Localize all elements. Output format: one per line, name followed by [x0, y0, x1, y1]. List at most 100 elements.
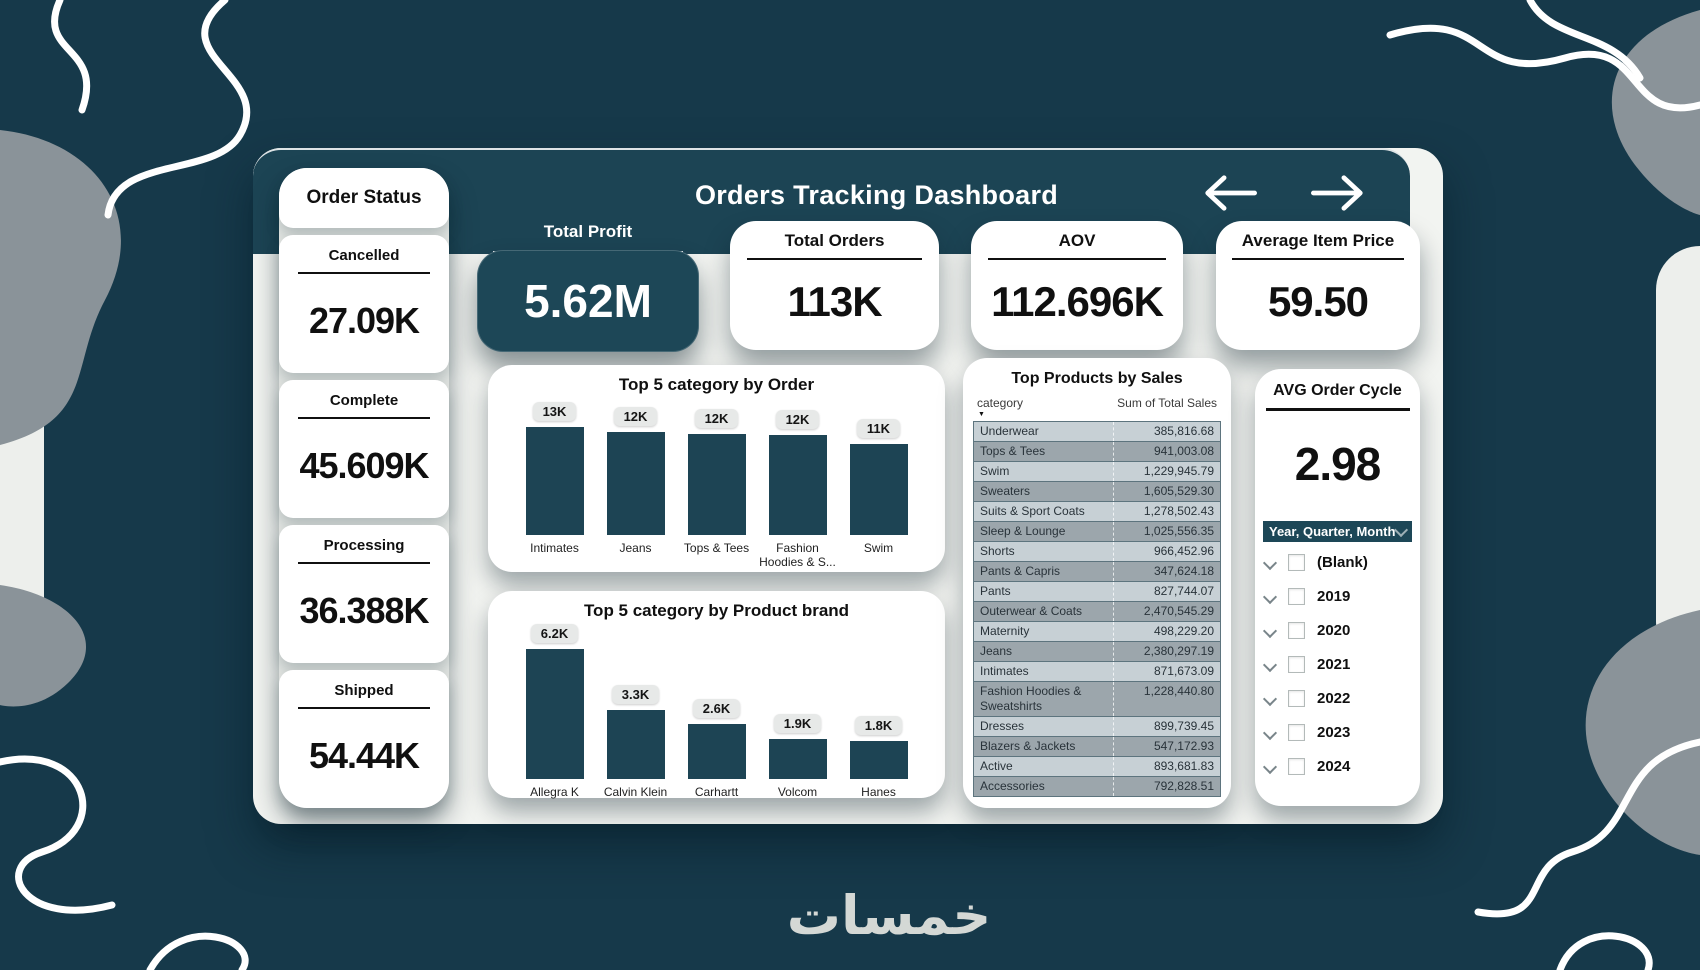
cell-value: 1,025,556.35	[1113, 522, 1220, 541]
status-value: 54.44K	[308, 734, 420, 776]
table-row[interactable]: Shorts 966,452.96	[974, 542, 1220, 562]
table-row[interactable]: Maternity 498,229.20	[974, 622, 1220, 642]
cell-category: Outerwear & Coats	[980, 604, 1083, 618]
cell-value: 1,605,529.30	[1113, 482, 1220, 501]
status-label: Cancelled	[328, 247, 400, 264]
year-item[interactable]: 2022	[1255, 682, 1420, 716]
bar-column[interactable]: 12K Fashion Hoodies & S...	[757, 410, 838, 571]
chart-top5-category-by-product-brand: Top 5 category by Product brand 6.2K Alle…	[488, 591, 945, 799]
bar[interactable]	[768, 739, 827, 779]
sales-table-card: Top Products by Sales category Sum of To…	[963, 358, 1231, 808]
table-row[interactable]: Sweaters 1,605,529.30	[974, 482, 1220, 502]
bar[interactable]	[687, 724, 746, 779]
checkbox[interactable]	[1288, 690, 1305, 707]
chevron-down-icon[interactable]	[1262, 725, 1278, 740]
bar[interactable]	[687, 433, 746, 535]
bar[interactable]	[849, 741, 908, 779]
table-row[interactable]: Tops & Tees 941,003.08	[974, 442, 1220, 462]
cell-category: Tops & Tees	[980, 444, 1046, 458]
column-header-sum-of-total-sales[interactable]: Sum of Total Sales	[1117, 396, 1217, 410]
table-row[interactable]: Jeans 2,380,297.19	[974, 642, 1220, 662]
bar-column[interactable]: 12K Jeans	[595, 407, 676, 571]
year-item[interactable]: 2023	[1255, 716, 1420, 750]
checkbox[interactable]	[1288, 724, 1305, 741]
cell-value: 792,828.51	[1113, 777, 1220, 796]
year-item[interactable]: 2021	[1255, 648, 1420, 682]
checkbox[interactable]	[1288, 758, 1305, 775]
cell-category: Intimates	[980, 664, 1029, 678]
chevron-down-icon[interactable]	[1262, 657, 1278, 672]
underline	[297, 562, 431, 564]
year-item[interactable]: (Blank)	[1255, 546, 1420, 580]
bar-column[interactable]: 13K Intimates	[514, 402, 595, 571]
table-body: Underwear 385,816.68 Tops & Tees 941,003.08…	[973, 421, 1221, 797]
year-item[interactable]: 2024	[1255, 750, 1420, 784]
bar[interactable]	[606, 432, 665, 535]
bar-column[interactable]: 6.2K Allegra K	[514, 624, 595, 799]
status-card-processing[interactable]: Processing 36.388K	[279, 525, 449, 663]
table-row[interactable]: Swim 1,229,945.79	[974, 462, 1220, 482]
chevron-down-icon	[1393, 522, 1409, 537]
table-row[interactable]: Pants & Capris 347,624.18	[974, 562, 1220, 582]
status-label: Processing	[323, 537, 405, 554]
table-row[interactable]: Intimates 871,673.09	[974, 662, 1220, 682]
bar[interactable]	[525, 649, 584, 779]
bar-column[interactable]: 11K Swim	[838, 418, 919, 571]
kpi-label: AOV	[1058, 231, 1096, 250]
year-label: 2024	[1317, 758, 1351, 775]
chart-title: Top 5 category by Order	[618, 375, 815, 394]
bar-column[interactable]: 1.8K Hanes	[838, 716, 919, 799]
table-row[interactable]: Suits & Sport Coats 1,278,502.43	[974, 502, 1220, 522]
page-title: Orders Tracking Dashboard	[694, 180, 1059, 210]
year-item[interactable]: 2020	[1255, 614, 1420, 648]
bar[interactable]	[849, 443, 908, 535]
underline	[297, 707, 431, 709]
chevron-down-icon[interactable]	[1262, 691, 1278, 706]
chevron-down-icon[interactable]	[1262, 623, 1278, 638]
bar-column[interactable]: 12K Tops & Tees	[676, 408, 757, 571]
chevron-down-icon[interactable]	[1262, 589, 1278, 604]
checkbox[interactable]	[1288, 656, 1305, 673]
status-card-cancelled[interactable]: Cancelled 27.09K	[279, 235, 449, 373]
year-item[interactable]: 2019	[1255, 580, 1420, 614]
bar-column[interactable]: 1.9K Volcom	[757, 714, 838, 799]
table-row[interactable]: Active 893,681.83	[974, 757, 1220, 777]
checkbox[interactable]	[1288, 554, 1305, 571]
bar-value-label: 13K	[532, 402, 577, 421]
status-card-complete[interactable]: Complete 45.609K	[279, 380, 449, 518]
cell-value: 347,624.18	[1113, 562, 1220, 581]
table-row[interactable]: Blazers & Jackets 547,172.93	[974, 737, 1220, 757]
date-slicer-header[interactable]: Year, Quarter, Month	[1263, 520, 1412, 542]
status-card-shipped[interactable]: Shipped 54.44K	[279, 670, 449, 808]
table-row[interactable]: Sleep & Lounge 1,025,556.35	[974, 522, 1220, 542]
kpi-card-average-item-price: Average Item Price 59.50	[1216, 221, 1420, 350]
table-row[interactable]: Dresses 899,739.45	[974, 717, 1220, 737]
underline	[746, 258, 923, 260]
table-row[interactable]: Pants 827,744.07	[974, 582, 1220, 602]
nav-back-button[interactable]	[1203, 174, 1257, 212]
arrow-right-icon	[1311, 175, 1363, 211]
bar[interactable]	[606, 709, 665, 779]
table-row[interactable]: Fashion Hoodies & Sweatshirts 1,228,440.8…	[974, 682, 1220, 717]
underline	[1265, 408, 1410, 411]
table-row[interactable]: Outerwear & Coats 2,470,545.29	[974, 602, 1220, 622]
column-header-category[interactable]: category	[977, 396, 1024, 410]
bar[interactable]	[768, 435, 827, 535]
chevron-down-icon[interactable]	[1262, 759, 1278, 774]
checkbox[interactable]	[1288, 622, 1305, 639]
cell-category: Shorts	[980, 544, 1015, 558]
cell-category: Blazers & Jackets	[980, 739, 1076, 753]
nav-forward-button[interactable]	[1311, 174, 1365, 212]
bar-column[interactable]: 2.6K Carhartt	[676, 699, 757, 799]
bar-value-label: 12K	[694, 408, 739, 428]
cell-category: Active	[980, 759, 1013, 773]
bar[interactable]	[525, 427, 584, 535]
table-row[interactable]: Underwear 385,816.68	[974, 422, 1220, 442]
kpi-label-total-profit: Total Profit	[493, 222, 683, 253]
bar-column[interactable]: 3.3K Calvin Klein	[595, 684, 676, 799]
table-row[interactable]: Accessories 792,828.51	[974, 777, 1220, 796]
chevron-down-icon[interactable]	[1262, 555, 1278, 570]
cell-value: 385,816.68	[1113, 422, 1220, 441]
table-header: category Sum of Total Sales	[973, 396, 1221, 410]
checkbox[interactable]	[1288, 588, 1305, 605]
